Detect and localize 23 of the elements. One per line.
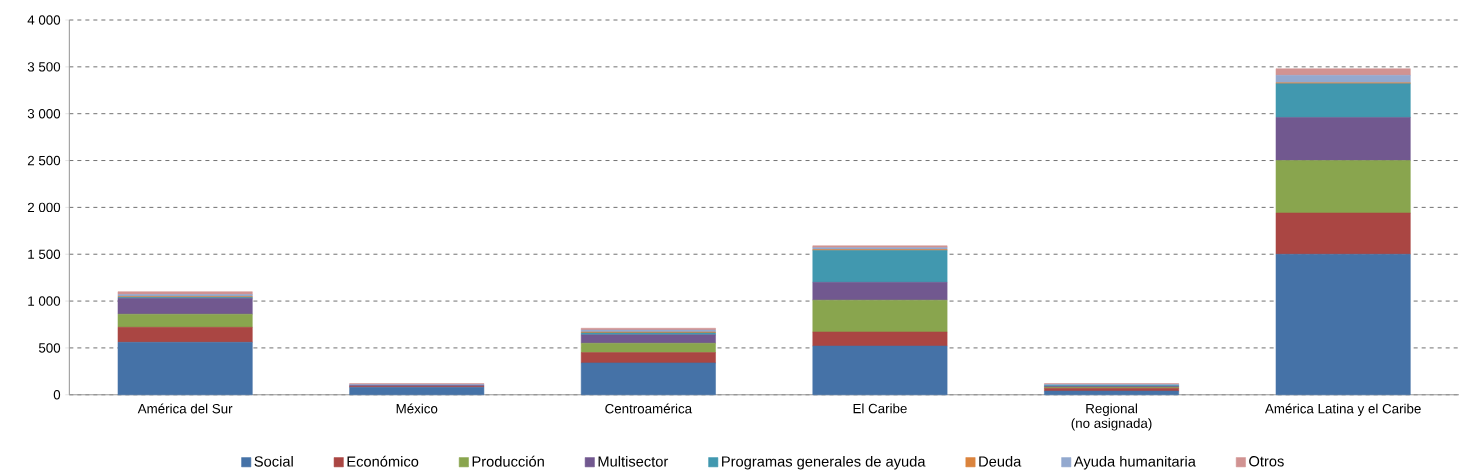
y-tick-label: 0: [53, 390, 61, 400]
legend-label: Económico: [347, 455, 419, 467]
x-tick-label: El Caribe: [853, 403, 907, 414]
legend-label: Producción: [472, 455, 544, 467]
y-tick-label: 1 500: [28, 249, 61, 259]
x-tick-label: Regional (no asignada): [1071, 403, 1152, 431]
y-tick-label: 500: [38, 343, 61, 353]
y-tick-label: 3 500: [27, 62, 61, 72]
legend-label: Otros: [1249, 456, 1284, 467]
legend-label: Social: [254, 455, 293, 467]
y-tick-label: 3 000: [27, 108, 61, 119]
x-tick-label: Centroamérica: [605, 403, 693, 414]
y-tick-label: 2 500: [27, 155, 61, 166]
y-tick-label: 2 000: [27, 202, 61, 213]
legend-label: Deuda: [979, 455, 1022, 467]
x-tick-label: México: [396, 403, 438, 414]
legend-label: Multisector: [598, 455, 669, 467]
y-tick-label: 1 000: [28, 296, 61, 306]
x-tick-label: América del Sur: [137, 403, 233, 414]
y-tick-label: 4 000: [27, 15, 61, 25]
legend-label: Programas generales de ayuda: [722, 455, 926, 470]
x-tick-label: América Latina y el Caribe: [1264, 403, 1421, 417]
legend-label: Ayuda humanitaria: [1073, 455, 1196, 470]
